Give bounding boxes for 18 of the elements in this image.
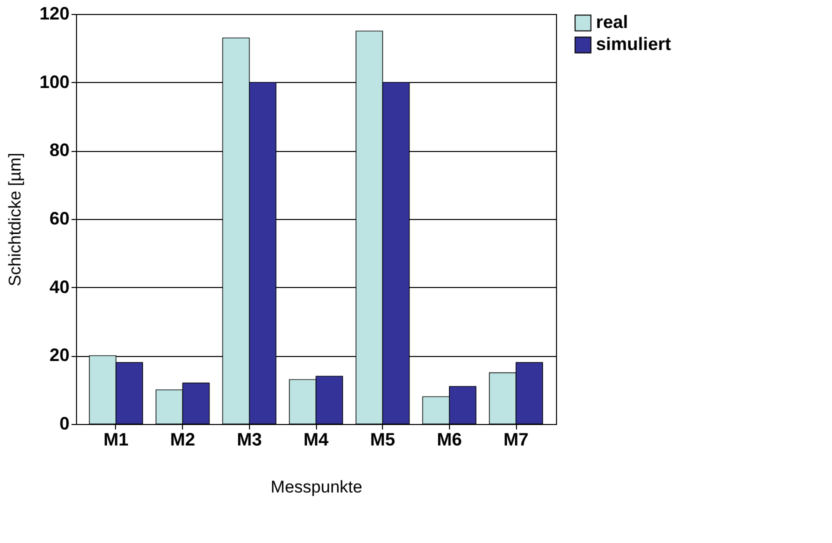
y-tick-label: 40 xyxy=(49,276,70,297)
x-tick-label: M2 xyxy=(170,430,196,450)
y-tick-label: 80 xyxy=(49,140,70,160)
y-tick-label: 60 xyxy=(49,208,70,228)
y-axis-title: Schichtdicke [µm] xyxy=(5,152,24,286)
x-tick-label: M1 xyxy=(103,430,129,450)
y-tick-label: 100 xyxy=(39,72,70,92)
x-tick-label: M5 xyxy=(370,430,396,450)
x-axis-title: Messpunkte xyxy=(270,478,362,496)
x-tick-label: M7 xyxy=(503,430,529,450)
y-tick-label: 0 xyxy=(59,414,70,434)
x-tick-label: M3 xyxy=(236,430,262,450)
legend-label: simuliert xyxy=(596,34,672,54)
legend-label: real xyxy=(596,12,628,32)
x-tick-label: M4 xyxy=(303,430,329,450)
y-tick-label: 120 xyxy=(39,4,70,24)
y-tick-label: 20 xyxy=(49,345,70,366)
x-tick-label: M6 xyxy=(436,430,462,450)
